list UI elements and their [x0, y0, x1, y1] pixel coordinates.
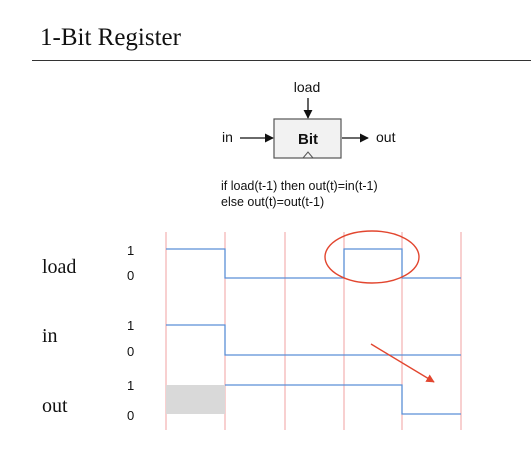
slide-title: 1-Bit Register: [40, 24, 181, 51]
out-waveform: [225, 384, 461, 415]
chip-box: [273, 118, 342, 159]
signal-name-out: out: [42, 395, 68, 417]
chip-name: Bit: [298, 131, 318, 148]
load-high-label: 1: [127, 243, 134, 258]
formula-line-2: else out(t)=out(t-1): [221, 195, 324, 209]
out-high-label: 1: [127, 378, 134, 393]
bit-chip: load Bit in out: [222, 79, 396, 159]
output-pin-label: out: [376, 129, 396, 145]
signal-name-in: in: [42, 325, 58, 347]
load-waveform: [166, 248, 461, 279]
in-high-label: 1: [127, 318, 134, 333]
out-change-arrow: [370, 343, 435, 383]
formula-line-1: if load(t-1) then out(t)=in(t-1): [221, 179, 378, 193]
in-waveform: [166, 324, 461, 356]
out-low-label: 0: [127, 408, 134, 423]
load-low-label: 0: [127, 268, 134, 283]
load-pin-label: load: [294, 79, 320, 95]
load-pulse-highlight-circle: [324, 230, 420, 284]
in-low-label: 0: [127, 344, 134, 359]
timing-diagram: load in out 1 0 1 0 1 0: [42, 232, 462, 430]
title-rule: [32, 60, 531, 61]
signal-name-load: load: [42, 256, 76, 278]
input-pin-label: in: [222, 129, 233, 145]
clock-triangle: [302, 151, 314, 159]
out-unknown-state: [166, 385, 225, 414]
waveforms: [166, 248, 461, 415]
